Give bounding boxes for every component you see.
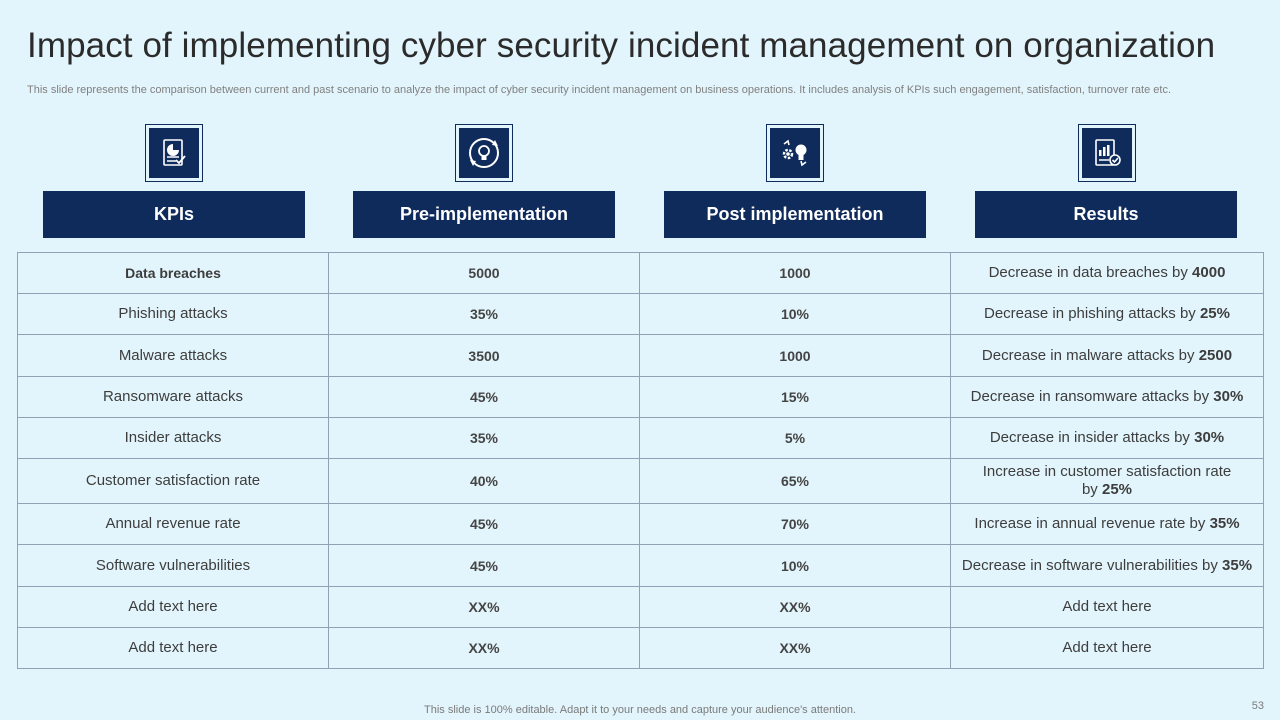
result-text: Decrease in ransomware attacks by — [970, 388, 1210, 405]
result-cell: Decrease in malware attacks by 2500 — [950, 334, 1264, 377]
result-value: 35% — [1222, 556, 1253, 574]
footer-note: This slide is 100% editable. Adapt it to… — [424, 704, 856, 716]
result-text: Increase in annual revenue rate by — [974, 515, 1206, 532]
post-implementation-cell: XX% — [639, 627, 951, 669]
result-cell: Increase in customer satisfaction rate b… — [950, 458, 1264, 504]
result-value: 35% — [1209, 515, 1240, 532]
result-value: 4000 — [1192, 264, 1226, 281]
pre-implementation-cell: 3500 — [328, 334, 640, 377]
table-row: Customer satisfaction rate 40% 65% Increase… — [17, 458, 1264, 504]
result-text: Decrease in malware attacks by — [981, 346, 1195, 364]
table-row: Data breaches 5000 1000 Decrease in data br… — [17, 252, 1264, 294]
result-text: Decrease in software vulnerabilities by — [961, 556, 1218, 574]
kpi-comparison-table: Data breaches 5000 1000 Decrease in data br… — [17, 252, 1264, 669]
table-row: Malware attacks 3500 1000 Decrease in malwa… — [17, 334, 1264, 377]
result-text: Add text here — [1062, 639, 1152, 656]
result-text: Increase in customer satisfaction rate b… — [982, 463, 1232, 498]
result-value: 30% — [1194, 429, 1225, 446]
cycle-idea-icon — [469, 138, 499, 168]
table-row: Annual revenue rate 45% 70% Increase in ann… — [17, 503, 1264, 545]
kpi-cell: Data breaches — [17, 252, 329, 294]
table-row: Insider attacks 35% 5% Decrease in insider … — [17, 417, 1264, 459]
result-text: Decrease in data breaches by — [988, 264, 1188, 281]
result-cell: Decrease in software vulnerabilities by … — [950, 544, 1264, 587]
result-text: Decrease in phishing attacks by — [984, 305, 1196, 322]
result-value: 2500 — [1198, 346, 1233, 364]
result-text: Decrease in insider attacks by — [989, 429, 1190, 446]
pre-implementation-icon-box — [455, 124, 513, 182]
kpi-cell: Add text here — [17, 627, 329, 669]
result-cell: Increase in annual revenue rate by 35% — [950, 503, 1264, 545]
post-implementation-cell: 1000 — [639, 252, 951, 294]
table-row: Phishing attacks 35% 10% Decrease in phishi… — [17, 293, 1264, 335]
post-implementation-cell: 70% — [639, 503, 951, 545]
pre-implementation-cell: XX% — [328, 627, 640, 669]
kpi-cell: Phishing attacks — [17, 293, 329, 335]
result-cell: Decrease in insider attacks by 30% — [950, 417, 1264, 459]
pre-implementation-cell: 35% — [328, 417, 640, 459]
kpi-cell: Annual revenue rate — [17, 503, 329, 545]
kpi-cell: Ransomware attacks — [17, 376, 329, 418]
pre-implementation-cell: 45% — [328, 544, 640, 587]
report-pie-chart-icon — [163, 139, 186, 166]
result-cell: Decrease in ransomware attacks by 30% — [950, 376, 1264, 418]
pre-implementation-cell: XX% — [328, 586, 640, 628]
result-value: 30% — [1213, 388, 1244, 405]
kpi-cell: Customer satisfaction rate — [17, 458, 329, 504]
pre-implementation-cell: 45% — [328, 376, 640, 418]
pre-implementation-cell: 5000 — [328, 252, 640, 294]
result-cell: Decrease in phishing attacks by 25% — [950, 293, 1264, 335]
post-implementation-cell: 10% — [639, 544, 951, 587]
kpi-cell: Insider attacks — [17, 417, 329, 459]
pre-implementation-cell: 35% — [328, 293, 640, 335]
post-implementation-cell: XX% — [639, 586, 951, 628]
header-results: Results — [975, 191, 1237, 238]
post-implementation-cell: 15% — [639, 376, 951, 418]
result-text: Add text here — [1062, 598, 1152, 615]
table-row: Ransomware attacks 45% 15% Decrease in rans… — [17, 376, 1264, 418]
page-subtitle: This slide represents the comparison bet… — [27, 84, 1171, 96]
header-post-implementation: Post implementation — [664, 191, 926, 238]
result-cell: Add text here — [950, 627, 1264, 669]
page-number: 53 — [1251, 700, 1264, 712]
result-cell: Add text here — [950, 586, 1264, 628]
post-implementation-cell: 5% — [639, 417, 951, 459]
table-row: Add text here XX% XX% Add text here — [17, 627, 1264, 669]
post-implementation-cell: 65% — [639, 458, 951, 504]
post-implementation-icon-box — [766, 124, 824, 182]
kpi-icon-box — [145, 124, 203, 182]
results-icon-box — [1078, 124, 1136, 182]
table-row: Software vulnerabilities 45% 10% Decrease i… — [17, 544, 1264, 587]
header-kpis: KPIs — [43, 191, 305, 238]
document-chart-check-icon — [1095, 139, 1121, 166]
result-value: 25% — [1199, 305, 1230, 322]
result-value: 25% — [1101, 481, 1133, 498]
post-implementation-cell: 10% — [639, 293, 951, 335]
pre-implementation-cell: 40% — [328, 458, 640, 504]
gear-lightbulb-icon — [782, 139, 807, 167]
kpi-cell: Software vulnerabilities — [17, 544, 329, 587]
post-implementation-cell: 1000 — [639, 334, 951, 377]
pre-implementation-cell: 45% — [328, 503, 640, 545]
kpi-cell: Malware attacks — [17, 334, 329, 377]
header-pre-implementation: Pre-implementation — [353, 191, 615, 238]
page-title: Impact of implementing cyber security in… — [27, 26, 1216, 65]
result-cell: Decrease in data breaches by 4000 — [950, 252, 1264, 294]
kpi-cell: Add text here — [17, 586, 329, 628]
table-row: Add text here XX% XX% Add text here — [17, 586, 1264, 628]
